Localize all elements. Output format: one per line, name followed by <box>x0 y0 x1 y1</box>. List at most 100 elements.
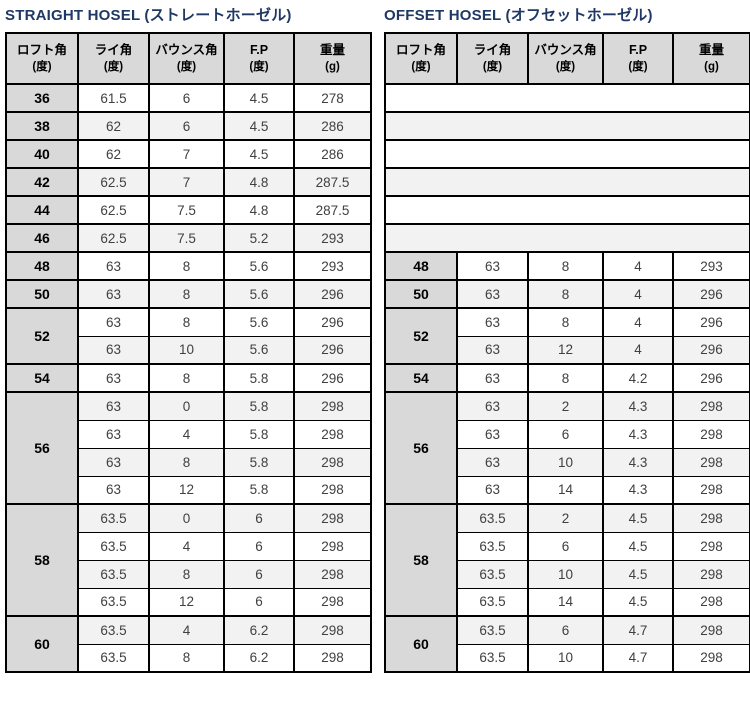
value-cell: 293 <box>293 251 372 280</box>
column-header-loft: ロフト角 (度) <box>5 33 79 85</box>
value-cell: 296 <box>672 335 750 364</box>
column-label: ライ角 <box>94 43 133 58</box>
value-cell: 63.5 <box>456 531 529 560</box>
value-cell: 4 <box>602 335 674 364</box>
straight-hosel-table: ロフト角 (度) ライ角 (度) バウンス角 (度) F.P (度) <box>5 32 372 673</box>
value-cell: 63.5 <box>456 559 529 588</box>
value-cell: 298 <box>672 615 750 644</box>
value-cell: 298 <box>672 503 750 532</box>
value-cell: 63 <box>456 475 529 504</box>
value-cell: 298 <box>672 643 750 672</box>
value-cell: 0 <box>148 391 225 420</box>
value-cell: 6 <box>223 531 295 560</box>
value-cell: 286 <box>293 139 372 168</box>
value-cell: 8 <box>148 251 225 280</box>
loft-cell: 58 <box>384 503 458 616</box>
value-cell: 10 <box>527 447 604 476</box>
value-cell: 6 <box>527 419 604 448</box>
value-cell: 4 <box>602 251 674 280</box>
value-cell: 298 <box>672 419 750 448</box>
value-cell: 296 <box>293 279 372 308</box>
value-cell: 7.5 <box>148 195 225 224</box>
value-cell: 298 <box>293 643 372 672</box>
loft-cell: 60 <box>5 615 79 672</box>
value-cell: 63 <box>456 335 529 364</box>
straight-hosel-section: STRAIGHT HOSEL (ストレートホーゼル) ロフト角 (度) ライ角 … <box>5 2 372 721</box>
value-cell: 296 <box>293 363 372 392</box>
value-cell: 63.5 <box>456 643 529 672</box>
spec-row: 63.5 8 6.2 298 <box>6 643 372 672</box>
value-cell: 298 <box>293 447 372 476</box>
loft-cell: 52 <box>5 307 79 364</box>
loft-cell: 44 <box>5 195 79 224</box>
column-unit: (度) <box>482 60 503 73</box>
value-cell: 63.5 <box>77 531 150 560</box>
loft-cell: 50 <box>384 279 458 308</box>
value-cell: 5.8 <box>223 419 295 448</box>
value-cell: 4.8 <box>223 195 295 224</box>
value-cell: 62 <box>77 139 150 168</box>
value-cell: 63 <box>456 391 529 420</box>
value-cell: 296 <box>672 307 750 336</box>
loft-cell: 56 <box>384 391 458 504</box>
spec-row: 50 63 8 5.6 296 <box>5 279 372 308</box>
spec-row: 63.5 4 6 298 <box>6 531 372 560</box>
value-cell: 5.6 <box>223 307 295 336</box>
spec-row: 63 12 4 296 <box>385 335 750 364</box>
spec-row: 60 63.5 4 6.2 298 <box>5 615 372 672</box>
spec-row: 38 62 6 4.5 286 <box>5 111 372 140</box>
value-cell: 6 <box>148 83 225 112</box>
column-header-lie: ライ角 (度) <box>77 33 150 85</box>
empty-row <box>384 195 750 224</box>
value-cell: 4 <box>148 615 225 644</box>
value-cell: 296 <box>672 363 750 392</box>
value-cell: 6.2 <box>223 615 295 644</box>
value-cell: 8 <box>148 363 225 392</box>
value-cell: 7 <box>148 139 225 168</box>
value-cell: 296 <box>293 307 372 336</box>
value-cell: 298 <box>293 503 372 532</box>
column-header-lie: ライ角 (度) <box>456 33 529 85</box>
value-cell: 63.5 <box>77 587 150 616</box>
value-cell: 298 <box>672 475 750 504</box>
value-cell: 298 <box>672 587 750 616</box>
loft-cell: 60 <box>384 615 458 672</box>
spec-row: 63 6 4.3 298 <box>385 419 750 448</box>
loft-cell: 42 <box>5 167 79 196</box>
value-cell: 298 <box>672 531 750 560</box>
column-unit: (度) <box>249 60 269 73</box>
value-cell: 8 <box>148 559 225 588</box>
spec-row: 48 63 8 5.6 293 <box>5 251 372 280</box>
value-cell: 63 <box>77 251 150 280</box>
value-cell: 287.5 <box>293 167 372 196</box>
value-cell: 298 <box>293 531 372 560</box>
column-header-loft: ロフト角 (度) <box>384 33 458 85</box>
value-cell: 61.5 <box>77 83 150 112</box>
column-header-fp: F.P (度) <box>223 33 295 85</box>
value-cell: 8 <box>527 363 604 392</box>
empty-cell <box>384 167 750 196</box>
offset-hosel-title: OFFSET HOSEL (オフセットホーゼル) <box>384 7 653 24</box>
spec-row: 44 62.5 7.5 4.8 287.5 <box>5 195 372 224</box>
value-cell: 286 <box>293 111 372 140</box>
value-cell: 5.8 <box>223 363 295 392</box>
column-unit: (度) <box>411 60 431 73</box>
value-cell: 298 <box>672 559 750 588</box>
value-cell: 63.5 <box>77 503 150 532</box>
value-cell: 298 <box>293 559 372 588</box>
value-cell: 4.7 <box>602 643 674 672</box>
offset-table-body: 48 63 8 4 293 50 63 8 4 296 52 63 8 4 296 63 12 4 296 54 63 8… <box>384 83 750 672</box>
value-cell: 5.6 <box>223 335 295 364</box>
value-cell: 0 <box>148 503 225 532</box>
value-cell: 7.5 <box>148 223 225 252</box>
spec-row: 36 61.5 6 4.5 278 <box>5 83 372 112</box>
value-cell: 2 <box>527 391 604 420</box>
value-cell: 298 <box>293 391 372 420</box>
value-cell: 4.7 <box>602 615 674 644</box>
value-cell: 63 <box>77 391 150 420</box>
value-cell: 6 <box>223 587 295 616</box>
value-cell: 63 <box>456 363 529 392</box>
value-cell: 12 <box>148 587 225 616</box>
column-label: 重量 <box>698 43 724 58</box>
loft-cell: 52 <box>384 307 458 364</box>
